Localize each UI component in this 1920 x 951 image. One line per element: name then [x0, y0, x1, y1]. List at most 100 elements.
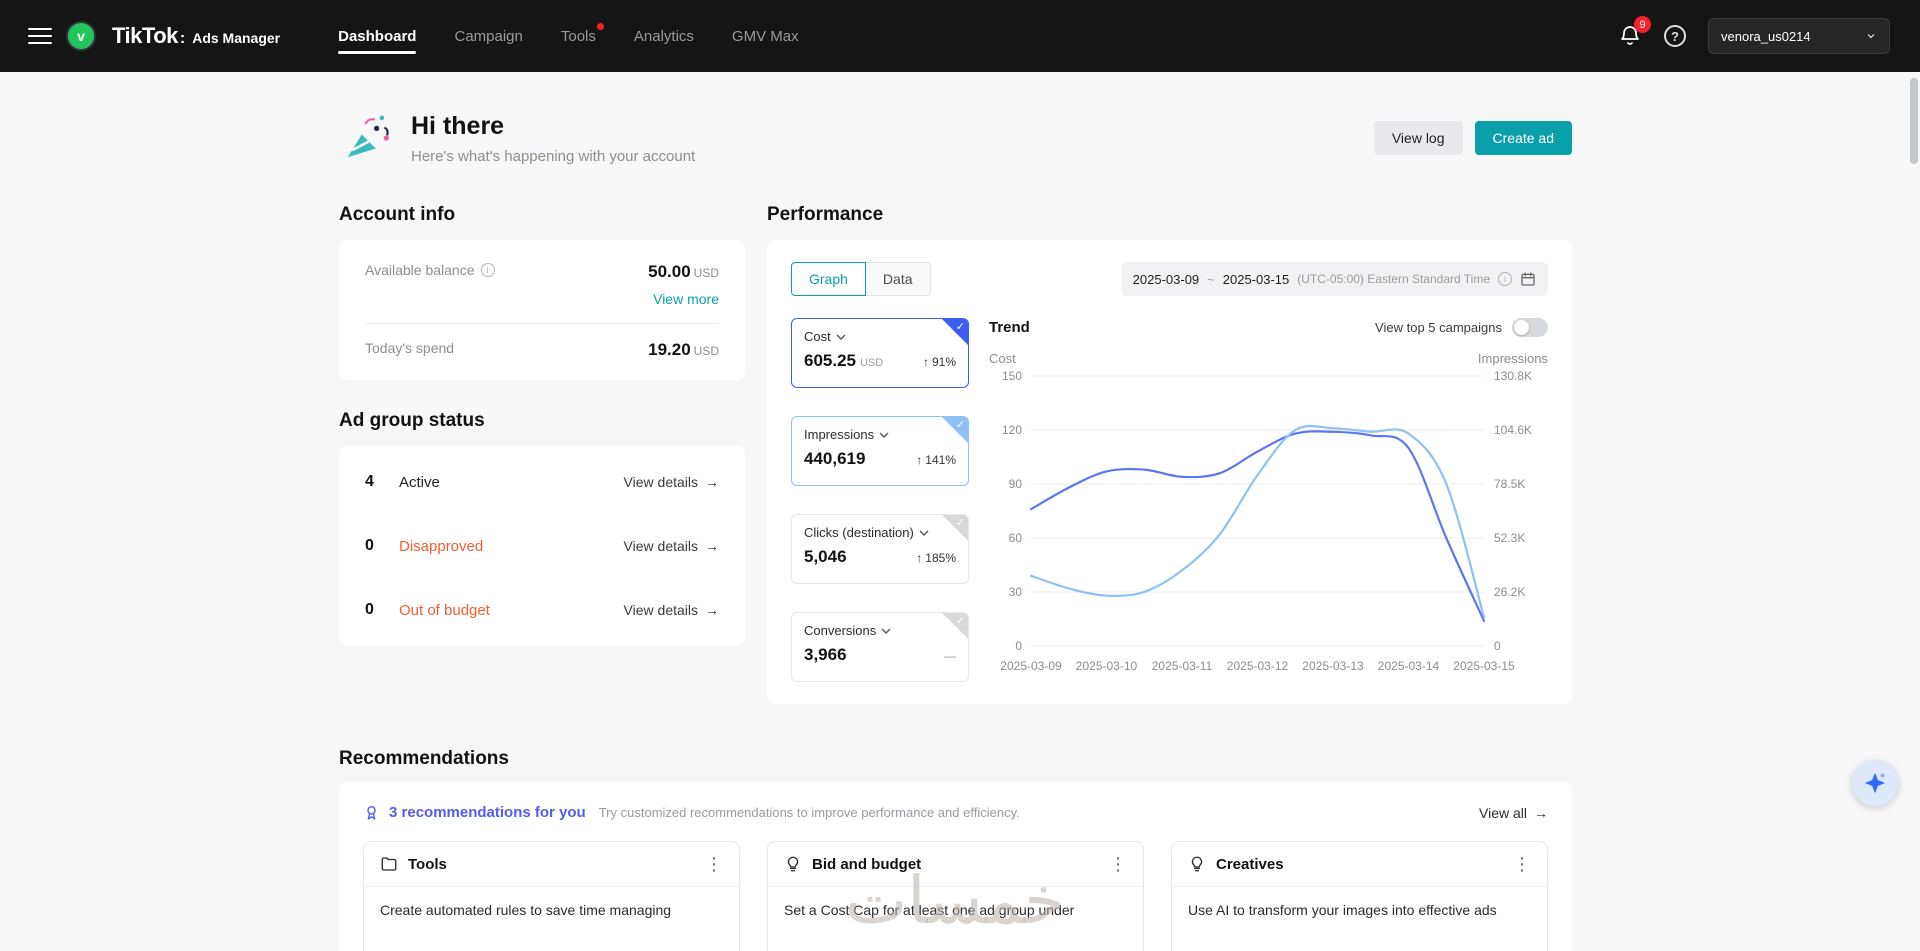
right-column: Performance Graph Data 2025-03-09 ~ 2025… — [767, 204, 1572, 704]
party-popper-icon — [347, 115, 389, 158]
delta-value: 185% — [925, 551, 956, 565]
account-selector[interactable]: venora_us0214 — [1708, 18, 1890, 54]
metric-name: Clicks (destination) — [804, 525, 914, 540]
available-balance-text: Available balance — [365, 262, 475, 278]
info-icon[interactable]: i — [480, 263, 495, 277]
svg-text:30: 30 — [1009, 585, 1023, 599]
svg-text:26.2K: 26.2K — [1494, 585, 1525, 599]
avatar[interactable]: v — [66, 21, 96, 51]
metric-label-cost[interactable]: Cost — [804, 329, 956, 344]
kebab-menu-icon[interactable]: ⋮ — [705, 854, 723, 874]
top5-campaigns-control: View top 5 campaigns — [1375, 318, 1548, 337]
svg-text:2025-03-11: 2025-03-11 — [1152, 659, 1213, 673]
notifications-button[interactable]: 9 — [1618, 16, 1651, 48]
view-more-link[interactable]: View more — [653, 291, 719, 307]
rec-card-creatives[interactable]: Creatives ⋮ Use AI to transform your ima… — [1171, 841, 1548, 951]
todays-spend-label: Today's spend — [365, 340, 455, 356]
metric-name: Impressions — [804, 427, 875, 442]
available-balance-label: Available balance i — [365, 262, 495, 278]
topbar-right: 9 ? venora_us0214 — [1618, 16, 1890, 54]
view-details-text: View details — [623, 474, 698, 490]
view-log-button[interactable]: View log — [1373, 121, 1463, 155]
info-icon[interactable]: i — [1498, 272, 1512, 286]
metric-label-clicks[interactable]: Clicks (destination) — [804, 525, 956, 540]
rec-card-title: Bid and budget — [812, 855, 922, 873]
nav-analytics[interactable]: Analytics — [633, 27, 694, 45]
metric-label-conversions[interactable]: Conversions — [804, 623, 956, 638]
view-all-link[interactable]: View all → — [1479, 805, 1548, 821]
svg-text:2025-03-14: 2025-03-14 — [1378, 659, 1440, 673]
brand-logo[interactable]: TikTok : Ads Manager — [112, 23, 280, 49]
arrow-right-icon: → — [705, 602, 719, 618]
calendar-icon[interactable] — [1520, 271, 1536, 287]
graph-data-tabs: Graph Data — [791, 262, 931, 296]
tab-graph[interactable]: Graph — [791, 262, 866, 296]
page-subtitle: Here's what's happening with your accoun… — [411, 147, 696, 165]
disapproved-label: Disapproved — [399, 537, 484, 555]
metric-value: 5,046 — [804, 547, 847, 566]
out-of-budget-label: Out of budget — [399, 601, 490, 619]
recommendations-heading: Recommendations — [339, 748, 509, 769]
rec-card-tools[interactable]: Tools ⋮ Create automated rules to save t… — [363, 841, 740, 951]
check-icon: ✓ — [955, 419, 965, 431]
trend-chart-area: Trend View top 5 campaigns Cost Impressi… — [989, 318, 1548, 682]
disapproved-count: 0 — [365, 537, 374, 554]
help-icon[interactable]: ? — [1664, 25, 1686, 47]
arrow-right-icon: → — [705, 474, 719, 490]
top5-toggle[interactable] — [1512, 318, 1548, 337]
metric-delta: ↑ 91% — [923, 355, 956, 369]
ai-assistant-button[interactable] — [1852, 760, 1898, 806]
account-name: venora_us0214 — [1721, 28, 1811, 44]
svg-text:0: 0 — [1494, 639, 1501, 653]
trend-chart: 0 0 30 26.2K 60 52.3K 90 78.5K 120 104.6K 150 130.8… — [1000, 369, 1532, 673]
nav-tools-label: Tools — [560, 27, 596, 45]
active-label: Active — [399, 473, 440, 491]
timezone-label: (UTC-05:00) Eastern Standard Time — [1297, 272, 1490, 286]
metric-label-impressions[interactable]: Impressions — [804, 427, 956, 442]
chevron-down-icon — [1867, 34, 1875, 39]
delta-value: 91% — [931, 355, 956, 369]
account-info-card: Available balance i 50.00 USD View more T… — [339, 240, 745, 380]
svg-text:90: 90 — [1009, 477, 1023, 491]
metric-card-cost[interactable]: ✓ Cost 605.25 USD ↑ — [791, 318, 969, 388]
page-body: Hi there Here's what's happening with yo… — [0, 72, 1920, 951]
recommendations-card: 3 recommendations for you Try customized… — [339, 782, 1572, 951]
nav-campaign[interactable]: Campaign — [454, 27, 523, 45]
scrollbar-thumb[interactable] — [1910, 78, 1918, 164]
toggle-knob — [1514, 320, 1529, 335]
tab-data[interactable]: Data — [865, 262, 931, 296]
create-ad-button[interactable]: Create ad — [1474, 121, 1572, 155]
kebab-menu-icon[interactable]: ⋮ — [1109, 854, 1127, 874]
balance-amount: 50.00 — [648, 262, 691, 281]
rec-card-bid-and-budget[interactable]: Bid and budget ⋮ Set a Cost Cap for at l… — [767, 841, 1144, 951]
metric-card-conversions[interactable]: ✓ Conversions 3,966 — — [791, 612, 969, 682]
svg-text:2025-03-09: 2025-03-09 — [1000, 659, 1062, 673]
left-column: Account info Available balance i 50.00 US… — [339, 204, 745, 646]
metric-card-impressions[interactable]: ✓ Impressions 440,619 ↑ 141% — [791, 416, 969, 486]
view-details-disapproved-link[interactable]: View details → — [624, 538, 719, 554]
metric-value: 605.25 — [804, 351, 856, 370]
recommendation-badge-icon — [367, 806, 376, 820]
top5-label: View top 5 campaigns — [1375, 320, 1502, 335]
status-row-disapproved: 0 Disapproved View details → — [365, 514, 719, 578]
metric-cards: ✓ Cost 605.25 USD ↑ — [791, 318, 969, 682]
bell-icon — [1621, 26, 1639, 45]
chevron-down-icon — [881, 628, 891, 634]
right-axis-title: Impressions — [1477, 351, 1548, 366]
ad-group-status-card: 4 Active View details → 0 Disapproved Vi… — [339, 446, 745, 646]
nav-tools[interactable]: Tools — [560, 22, 604, 51]
date-range-picker[interactable]: 2025-03-09 ~ 2025-03-15 (UTC-05:00) East… — [1120, 262, 1548, 296]
metric-unit: USD — [860, 357, 884, 369]
kebab-menu-icon[interactable]: ⋮ — [1513, 854, 1531, 874]
hero-section: Hi there Here's what's happening with yo… — [339, 110, 1572, 166]
selected-corner — [942, 319, 968, 345]
menu-icon[interactable] — [28, 28, 52, 44]
nav-gmv-max[interactable]: GMV Max — [731, 27, 799, 45]
nav-dashboard[interactable]: Dashboard — [338, 22, 417, 54]
svg-text:130.8K: 130.8K — [1494, 369, 1532, 383]
view-details-out-of-budget-link[interactable]: View details → — [624, 602, 719, 618]
metric-card-clicks[interactable]: ✓ Clicks (destination) 5,046 ↑ 185% — [791, 514, 969, 584]
view-details-active-link[interactable]: View details → — [624, 474, 719, 490]
svg-text:0: 0 — [1015, 639, 1022, 653]
trend-label: Trend — [989, 319, 1030, 336]
